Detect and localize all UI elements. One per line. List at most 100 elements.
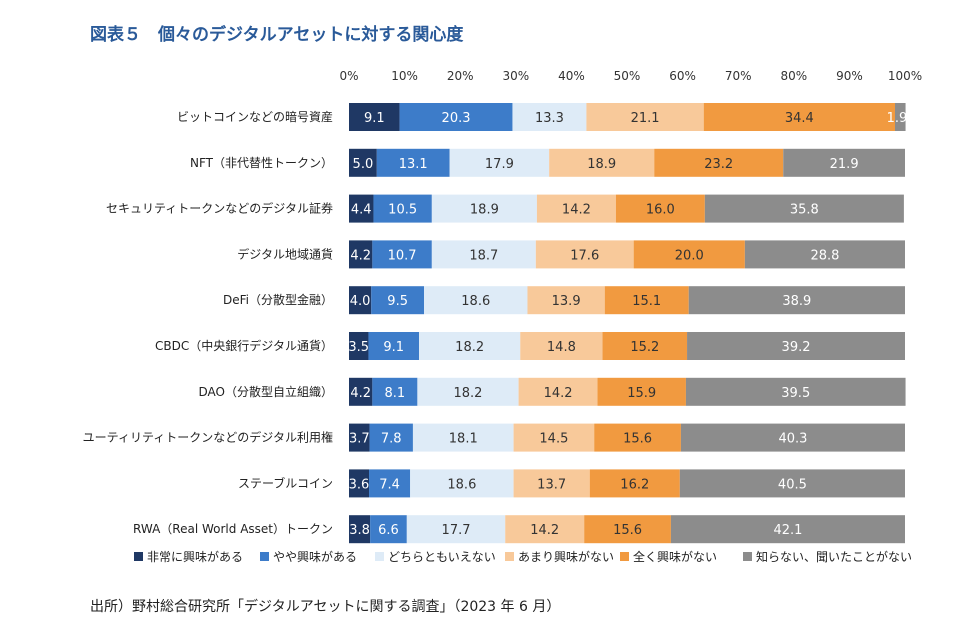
category-label: RWA（Real World Asset）トークン	[133, 522, 333, 536]
data-label: 18.6	[461, 294, 490, 309]
data-label: 9.1	[383, 340, 404, 355]
data-label: 14.2	[562, 203, 591, 218]
bar-segment	[349, 194, 374, 223]
source-note: 出所）野村総合研究所「デジタルアセットに関する調査」（2023 年 6 月）	[90, 599, 561, 615]
data-label: 10.5	[388, 203, 417, 218]
bar-segment	[369, 469, 411, 498]
data-label: 4.0	[350, 294, 371, 309]
data-label: 14.8	[547, 340, 576, 355]
bar-segment	[349, 423, 370, 452]
x-tick-label: 0%	[339, 69, 358, 83]
data-label: 17.9	[485, 157, 514, 172]
bar-segment	[406, 515, 506, 544]
legend-swatch	[505, 552, 514, 561]
data-label: 15.9	[627, 386, 656, 401]
category-label: ユーティリティトークンなどのデジタル利用権	[83, 430, 333, 445]
data-label: 4.2	[350, 386, 371, 401]
data-label: 14.2	[530, 523, 559, 538]
bar-segment	[369, 423, 413, 452]
bar-segment	[549, 148, 655, 177]
bar-segment	[615, 194, 705, 223]
bar-segment	[370, 515, 407, 544]
data-label: 3.5	[348, 340, 369, 355]
data-label: 3.8	[349, 523, 370, 538]
bar-segment	[894, 103, 906, 131]
bar-segment	[687, 332, 905, 360]
data-label: 39.5	[781, 386, 810, 401]
chart-title: 図表５ 個々のデジタルアセットに対する関心度	[90, 25, 464, 45]
category-label: デジタル地域通貨	[237, 246, 333, 261]
data-label: 14.5	[539, 432, 568, 447]
bar-segment	[536, 194, 616, 223]
legend-label: 全く興味がない	[633, 549, 717, 564]
data-label: 21.1	[631, 111, 660, 126]
bar-segment	[783, 148, 905, 177]
category-label: CBDC（中央銀行デジタル通貨）	[155, 338, 333, 353]
legend-swatch	[375, 552, 384, 561]
data-label: 18.2	[454, 386, 483, 401]
bar-segment	[513, 423, 595, 452]
data-label: 16.0	[646, 203, 675, 218]
bar-segment	[527, 286, 605, 315]
data-label: 28.8	[810, 248, 839, 263]
bar-segment	[412, 423, 514, 452]
x-tick-label: 20%	[447, 69, 474, 83]
data-label: 21.9	[830, 157, 859, 172]
data-label: 42.1	[773, 523, 802, 538]
bar-segment	[349, 240, 373, 269]
bar-segment	[535, 240, 634, 269]
x-tick-label: 60%	[669, 69, 696, 83]
data-label: 13.1	[399, 157, 428, 172]
data-label: 20.0	[675, 248, 704, 263]
data-label: 38.9	[782, 294, 811, 309]
bar-segment	[349, 332, 369, 360]
legend-swatch	[134, 552, 143, 561]
data-label: 15.6	[623, 432, 652, 447]
data-label: 6.6	[378, 523, 399, 538]
bar-segment	[513, 469, 590, 498]
bar-segment	[520, 332, 603, 360]
data-label: 40.5	[778, 477, 807, 492]
bar-segment	[602, 332, 688, 360]
category-label: セキュリティトークンなどのデジタル証券	[106, 201, 333, 216]
data-label: 4.2	[350, 248, 371, 263]
bar-segment	[704, 194, 904, 223]
data-label: 20.3	[442, 111, 471, 126]
data-label: 3.7	[349, 432, 370, 447]
data-label: 17.6	[570, 248, 599, 263]
bar-segment	[518, 377, 598, 406]
bar-segment	[449, 148, 550, 177]
bar-segment	[410, 469, 514, 498]
x-tick-label: 40%	[558, 69, 585, 83]
data-label: 16.2	[620, 477, 649, 492]
bar-segment	[505, 515, 585, 544]
data-label: 7.4	[379, 477, 400, 492]
bar-segment	[349, 286, 372, 315]
data-label: 13.7	[537, 477, 566, 492]
bar-segment	[349, 469, 370, 498]
bar-segment	[597, 377, 686, 406]
legend-label: やや興味がある	[273, 549, 357, 564]
stacked-bar-chart: 0% 10% 20% 30% 40% 50% 60% 70% 80% 90% 100% ビットコインな…	[83, 69, 922, 564]
data-label: 8.1	[385, 386, 406, 401]
data-label: 18.9	[470, 203, 499, 218]
bar-segment	[424, 286, 528, 315]
bar-segment	[680, 423, 905, 452]
bar-segment	[372, 240, 432, 269]
legend-label: 知らない、聞いたことがない	[756, 549, 912, 564]
data-label: 34.4	[785, 111, 814, 126]
bar-segment	[368, 332, 420, 360]
bar-segment	[688, 286, 905, 315]
x-tick-label: 30%	[502, 69, 529, 83]
x-tick-label: 50%	[614, 69, 641, 83]
data-label: 4.4	[351, 203, 372, 218]
category-label: DAO（分散型自立組織）	[199, 384, 333, 399]
data-label: 15.2	[630, 340, 659, 355]
legend-swatch	[620, 552, 629, 561]
category-label: ビットコインなどの暗号資産	[177, 109, 333, 124]
data-label: 3.6	[349, 477, 370, 492]
legend-swatch	[260, 552, 269, 561]
bar-segment	[685, 377, 906, 406]
data-label: 9.1	[364, 111, 385, 126]
x-tick-label: 90%	[836, 69, 863, 83]
